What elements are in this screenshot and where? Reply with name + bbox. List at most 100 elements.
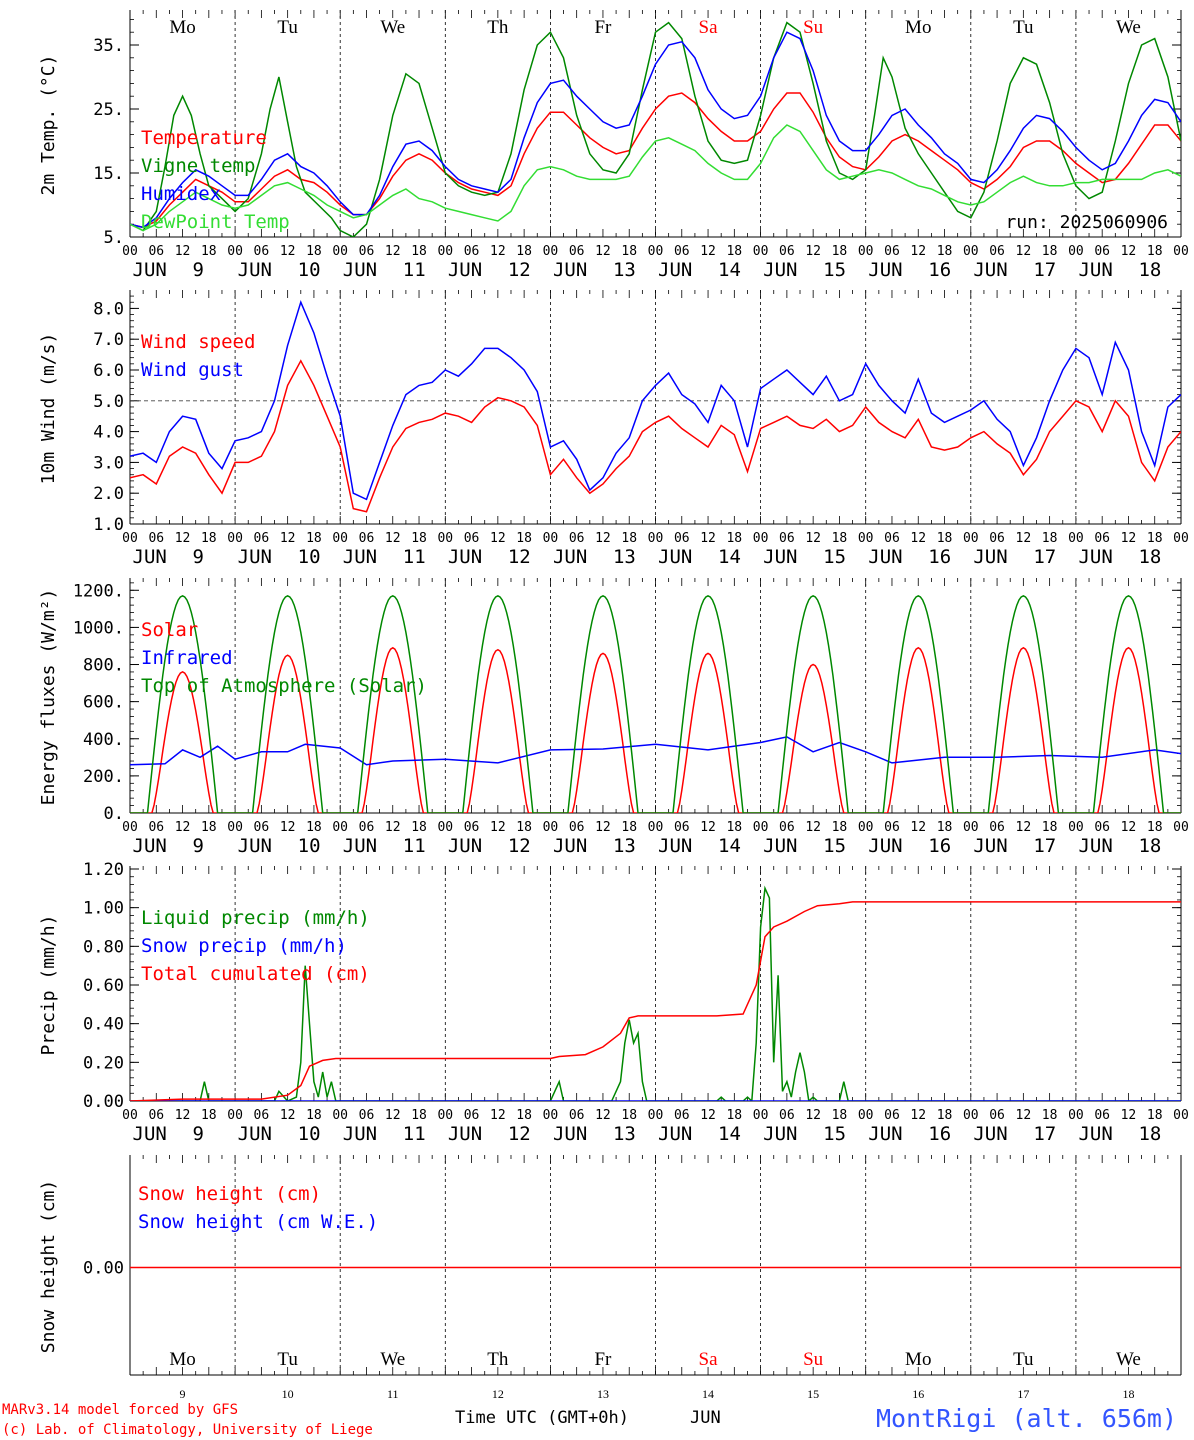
y-tick-label: 35. bbox=[93, 36, 124, 56]
x-tick-label: 00 bbox=[1173, 531, 1189, 546]
y-axis-title: Snow height (cm) bbox=[38, 1180, 59, 1353]
x-tick-label: 18 bbox=[621, 244, 637, 259]
x-tick-label: 00 bbox=[963, 1108, 979, 1123]
x-tick-label: 06 bbox=[569, 531, 585, 546]
x-day-number: 10 bbox=[298, 546, 321, 568]
x-tick-label: 00 bbox=[122, 531, 138, 546]
x-day-number: 9 bbox=[193, 1123, 204, 1145]
x-tick-label: 18 bbox=[306, 820, 322, 835]
y-axis-title: Energy fluxes (W/m²) bbox=[38, 589, 59, 806]
x-day-month: JUN bbox=[1078, 259, 1112, 281]
x-tick-label: 00 bbox=[122, 1108, 138, 1123]
weekday-label: Th bbox=[487, 17, 509, 38]
x-day-number: 13 bbox=[613, 546, 636, 568]
x-tick-label: 06 bbox=[148, 531, 164, 546]
x-tick-label: 00 bbox=[858, 820, 874, 835]
x-tick-label: 06 bbox=[779, 820, 795, 835]
legend-entry-temp: Temperature bbox=[141, 127, 267, 149]
legend-entry-cum: Total cumulated (cm) bbox=[141, 963, 370, 985]
x-tick-label: 18 bbox=[516, 1108, 532, 1123]
x-tick-label: 06 bbox=[254, 820, 270, 835]
x-day-month: JUN bbox=[133, 835, 167, 857]
series-line-gust bbox=[130, 300, 1181, 501]
y-tick-label: 0.80 bbox=[83, 937, 124, 957]
x-tick-label: 06 bbox=[254, 531, 270, 546]
y-tick-label: 0.00 bbox=[83, 1092, 124, 1112]
x-day-number: 15 bbox=[823, 1123, 846, 1145]
x-tick-label: 00 bbox=[648, 244, 664, 259]
x-tick-label: 06 bbox=[569, 244, 585, 259]
x-day-number: 18 bbox=[1138, 1123, 1161, 1145]
x-tick-label: 18 bbox=[411, 1108, 427, 1123]
legend-entry-vigne: Vigne temp bbox=[141, 155, 255, 177]
x-tick-label: 18 bbox=[411, 531, 427, 546]
x-day-month: JUN bbox=[763, 259, 797, 281]
series-line-humidex bbox=[130, 31, 1181, 229]
weekday-label: Mo bbox=[905, 1349, 931, 1370]
x-tick-label: 12 bbox=[595, 531, 611, 546]
x-tick-label: 18 bbox=[1147, 531, 1163, 546]
x-tick-label: 00 bbox=[963, 820, 979, 835]
y-tick-label: 5. bbox=[104, 228, 124, 248]
x-tick-label: 12 bbox=[385, 1108, 401, 1123]
x-day-number: 15 bbox=[823, 835, 846, 857]
x-day-number: 14 bbox=[718, 1123, 741, 1145]
x-tick-label: 00 bbox=[437, 244, 453, 259]
x-tick-label: 18 bbox=[306, 531, 322, 546]
x-day-month: JUN bbox=[238, 835, 272, 857]
x-tick-label: 06 bbox=[989, 820, 1005, 835]
x-tick-label: 06 bbox=[148, 1108, 164, 1123]
y-tick-label: 1000. bbox=[73, 618, 124, 638]
x-tick-label: 06 bbox=[674, 1108, 690, 1123]
weekday-label: Tu bbox=[277, 1349, 298, 1370]
x-day-number: 12 bbox=[508, 1123, 531, 1145]
x-day-number: 12 bbox=[508, 259, 531, 281]
y-tick-label: 400. bbox=[83, 730, 124, 750]
x-tick-label: 18 bbox=[937, 531, 953, 546]
x-tick-label: 06 bbox=[1094, 531, 1110, 546]
y-tick-label: 1200. bbox=[73, 581, 124, 601]
x-day-number: 12 bbox=[508, 835, 531, 857]
series-line-wind bbox=[130, 359, 1181, 513]
x-tick-label: 06 bbox=[884, 531, 900, 546]
x-day-month: JUN bbox=[658, 1123, 692, 1145]
x-day-month: JUN bbox=[1078, 546, 1112, 568]
x-day-number: 10 bbox=[298, 259, 321, 281]
x-day-month: JUN bbox=[448, 546, 482, 568]
weekday-label: Tu bbox=[1013, 17, 1034, 38]
x-tick-label: 06 bbox=[464, 531, 480, 546]
weekday-label: Su bbox=[803, 1349, 824, 1370]
chart-panel-5: 0.00 Snow height (cm) Mo 9 Tu 10 We 11 Th 12 Fr 13 S… bbox=[38, 1155, 1182, 1401]
x-tick-label: 00 bbox=[1068, 1108, 1084, 1123]
x-day-month: JUN bbox=[973, 835, 1007, 857]
x-tick-label: 18 bbox=[726, 244, 742, 259]
x-tick-label: 00 bbox=[858, 1108, 874, 1123]
y-tick-label: 4.0 bbox=[93, 423, 124, 443]
x-tick-label: 00 bbox=[963, 531, 979, 546]
x-tick-label: 00 bbox=[227, 531, 243, 546]
x-tick-label: 06 bbox=[884, 1108, 900, 1123]
x-tick-label: 06 bbox=[884, 820, 900, 835]
x-day-number: 11 bbox=[403, 259, 426, 281]
weekday-label: Sa bbox=[699, 1349, 719, 1370]
x-day-number: 11 bbox=[403, 1123, 426, 1145]
y-tick-label: 0.60 bbox=[83, 976, 124, 996]
x-tick-label: 00 bbox=[753, 1108, 769, 1123]
x-day-month: JUN bbox=[133, 1123, 167, 1145]
weekday-label: Mo bbox=[169, 1349, 195, 1370]
x-tick-label: 06 bbox=[674, 244, 690, 259]
x-day-month: JUN bbox=[763, 1123, 797, 1145]
x-day-number: 14 bbox=[718, 546, 741, 568]
x-tick-label: 18 bbox=[937, 820, 953, 835]
weekday-label: Fr bbox=[594, 1349, 612, 1370]
x-tick-label: 00 bbox=[227, 1108, 243, 1123]
x-day-number: 16 bbox=[928, 1123, 951, 1145]
x-day-month: JUN bbox=[658, 835, 692, 857]
x-tick-label: 00 bbox=[437, 1108, 453, 1123]
x-tick-label: 00 bbox=[648, 531, 664, 546]
x-tick-label: 18 bbox=[726, 1108, 742, 1123]
x-tick-label: 00 bbox=[332, 820, 348, 835]
y-tick-label: 1.00 bbox=[83, 899, 124, 919]
x-day-month: JUN bbox=[868, 259, 902, 281]
x-day-month: JUN bbox=[343, 835, 377, 857]
